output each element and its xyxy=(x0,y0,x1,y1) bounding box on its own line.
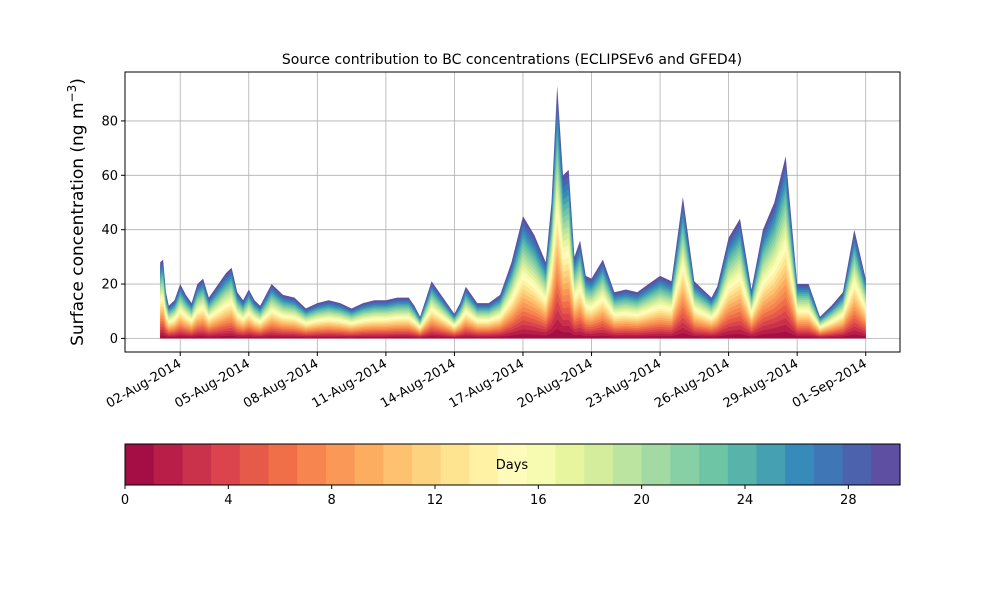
colorbar-segment xyxy=(842,444,872,485)
chart-title: Source contribution to BC concentrations… xyxy=(282,52,742,68)
colorbar-segment xyxy=(469,444,499,485)
colorbar-segment xyxy=(756,444,786,485)
colorbar-segment xyxy=(584,444,614,485)
colorbar-tick-label: 12 xyxy=(427,493,444,508)
stacked-areas xyxy=(160,85,866,339)
colorbar-tick-label: 24 xyxy=(737,493,754,508)
colorbar-segment xyxy=(239,444,270,485)
x-axis: 02-Aug-201405-Aug-201408-Aug-201411-Aug-… xyxy=(104,352,870,412)
colorbar-segment xyxy=(641,444,671,485)
area-band-day-2 xyxy=(160,310,866,339)
colorbar-segment xyxy=(670,444,700,485)
colorbar-segment xyxy=(699,444,729,485)
x-tick-label: 11-Aug-2014 xyxy=(310,356,390,411)
colorbar-segment xyxy=(383,444,413,485)
y-axis-label-exponent: −3 xyxy=(65,85,79,103)
y-tick-label: 20 xyxy=(101,278,118,293)
colorbar-tick-label: 8 xyxy=(328,493,336,508)
colorbar-segment xyxy=(325,444,356,485)
colorbar-segment xyxy=(182,444,212,485)
colorbar-tick-label: 28 xyxy=(840,493,857,508)
x-tick-label: 02-Aug-2014 xyxy=(104,356,184,411)
area-band-day-1 xyxy=(160,319,866,339)
colorbar-segment xyxy=(440,444,471,485)
x-tick-label: 23-Aug-2014 xyxy=(584,356,664,411)
colorbar-segment xyxy=(153,444,183,485)
colorbar-segment xyxy=(125,444,155,485)
y-tick-label: 60 xyxy=(101,169,118,184)
colorbar-segment xyxy=(785,444,815,485)
x-tick-label: 01-Sep-2014 xyxy=(790,356,870,411)
colorbar-segment xyxy=(297,444,327,485)
y-axis-label: Surface concentration (ng m−3) xyxy=(65,78,88,346)
colorbar-segment xyxy=(526,444,557,485)
colorbar-segment xyxy=(727,444,758,485)
colorbar xyxy=(125,444,901,485)
colorbar-segment xyxy=(354,444,384,485)
colorbar-segment xyxy=(412,444,442,485)
colorbar-tick-label: 16 xyxy=(530,493,547,508)
x-tick-label: 14-Aug-2014 xyxy=(378,356,458,411)
colorbar-segment xyxy=(211,444,241,485)
x-tick-label: 05-Aug-2014 xyxy=(172,356,252,411)
colorbar-frame xyxy=(124,443,901,486)
colorbar-label: Days xyxy=(496,458,529,473)
colorbar-segment xyxy=(268,444,298,485)
y-axis: 0 20 40 60 80 xyxy=(101,114,125,347)
x-tick-label: 17-Aug-2014 xyxy=(447,356,527,411)
colorbar-ticks: 0 4 8 12 16 20 24 28 xyxy=(121,485,857,508)
y-tick-label: 80 xyxy=(101,114,118,129)
x-tick-label: 08-Aug-2014 xyxy=(241,356,321,411)
colorbar-tick-label: 0 xyxy=(121,493,129,508)
x-tick-label: 20-Aug-2014 xyxy=(515,356,595,411)
colorbar-tick-label: 4 xyxy=(224,493,232,508)
colorbar-segment xyxy=(813,444,844,485)
colorbar-segment xyxy=(498,444,528,485)
y-axis-label-close: ) xyxy=(68,78,88,85)
colorbar-tick-label: 20 xyxy=(633,493,650,508)
x-tick-label: 29-Aug-2014 xyxy=(721,356,801,411)
plot-frame xyxy=(124,71,901,353)
y-tick-label: 40 xyxy=(101,223,118,238)
y-tick-label: 0 xyxy=(110,332,118,347)
area-band-day-0 xyxy=(160,329,866,339)
colorbar-segment xyxy=(612,444,643,485)
x-tick-label: 26-Aug-2014 xyxy=(652,356,732,411)
colorbar-segment xyxy=(555,444,585,485)
y-axis-label-text: Surface concentration (ng m xyxy=(68,102,88,345)
colorbar-segment xyxy=(871,444,901,485)
